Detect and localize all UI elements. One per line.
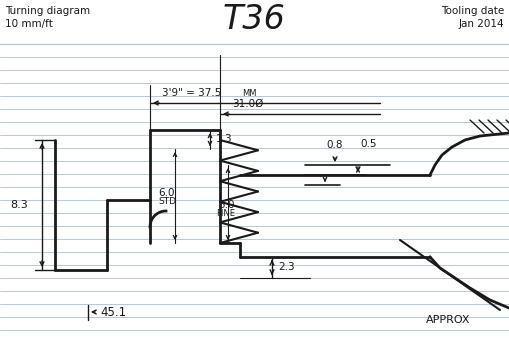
Text: 0.8: 0.8 — [326, 140, 343, 150]
Text: 3'9" = 37.5: 3'9" = 37.5 — [162, 88, 221, 98]
Text: MM: MM — [242, 89, 257, 98]
Text: 5.0: 5.0 — [218, 200, 235, 210]
Text: 2.3: 2.3 — [278, 262, 295, 272]
Text: Tooling date: Tooling date — [441, 6, 504, 16]
Text: Turning diagram: Turning diagram — [5, 6, 90, 16]
Text: 45.1: 45.1 — [100, 306, 126, 318]
Text: STD: STD — [158, 197, 176, 207]
Text: T36: T36 — [222, 3, 286, 36]
Text: 8.3: 8.3 — [10, 200, 28, 210]
Text: 1.3: 1.3 — [216, 134, 233, 144]
Text: 0.5: 0.5 — [360, 139, 377, 149]
Text: Jan 2014: Jan 2014 — [459, 19, 504, 29]
Text: 6.0: 6.0 — [158, 188, 175, 198]
Text: FINE: FINE — [216, 210, 235, 218]
Text: APPROX: APPROX — [426, 315, 470, 325]
Text: 31.0Ø: 31.0Ø — [232, 99, 263, 109]
Text: 10 mm/ft: 10 mm/ft — [5, 19, 53, 29]
